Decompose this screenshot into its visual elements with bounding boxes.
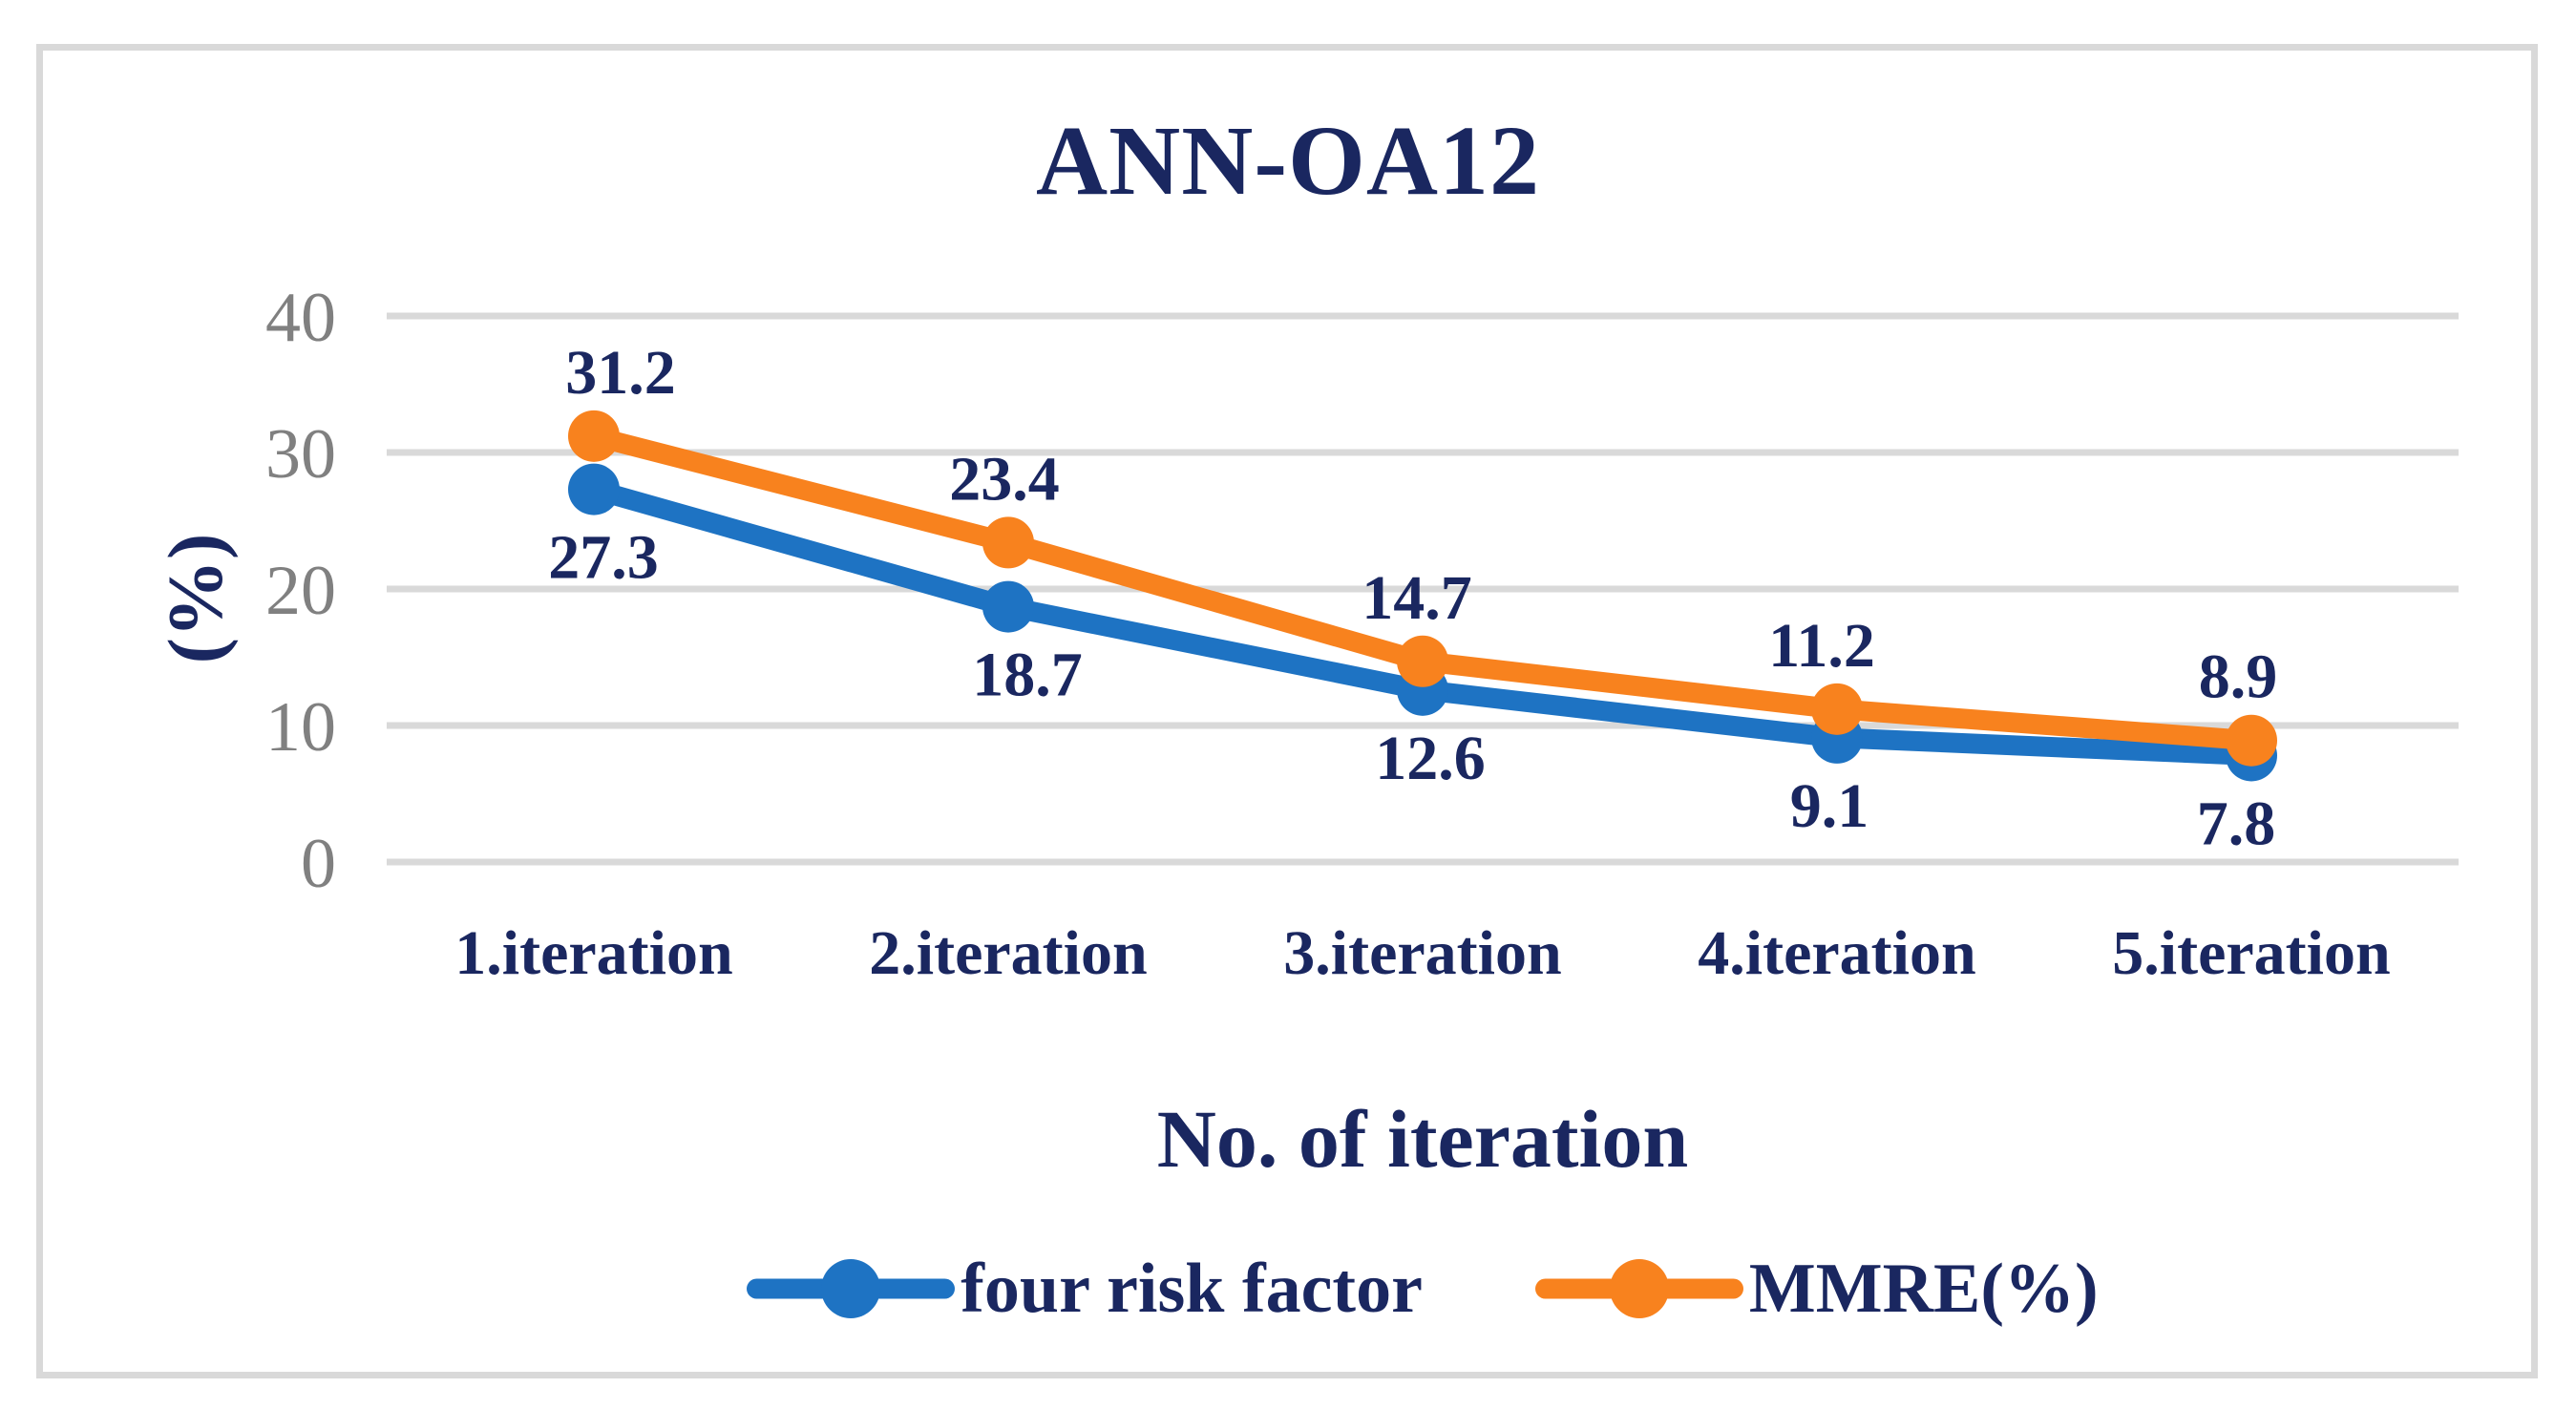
x-axis-title: No. of iteration (1156, 1093, 1689, 1185)
y-tick-label: 20 (265, 552, 336, 630)
data-point-marker-1-0 (568, 410, 620, 462)
y-tick-label: 40 (265, 279, 336, 357)
data-point-marker-1-3 (1811, 683, 1863, 735)
x-category-label: 4.iteration (1698, 918, 1975, 988)
legend-label: four risk factor (961, 1250, 1423, 1328)
data-point-marker-1-1 (982, 516, 1034, 569)
data-label: 7.8 (2197, 789, 2276, 858)
chart-title: ANN-OA12 (1036, 106, 1540, 216)
legend-item-four-risk-factor: four risk factor (747, 1249, 1423, 1329)
y-tick-label: 10 (265, 688, 336, 767)
x-category-label: 5.iteration (2112, 918, 2390, 988)
legend-line-marker-icon (1534, 1259, 1743, 1318)
data-label: 9.1 (1790, 771, 1869, 841)
x-category-label: 1.iteration (454, 918, 732, 988)
data-label: 12.6 (1375, 724, 1486, 793)
x-category-label: 3.iteration (1283, 918, 1561, 988)
data-point-marker-1-4 (2226, 714, 2277, 767)
data-label: 14.7 (1362, 563, 1472, 633)
y-axis-title: (%) (152, 533, 239, 664)
data-point-marker-0-1 (982, 580, 1034, 633)
legend-line-marker-icon (747, 1259, 956, 1318)
y-tick-label: 30 (265, 415, 336, 494)
data-label: 8.9 (2199, 642, 2278, 712)
legend-item-mmre: MMRE(%) (1534, 1249, 2099, 1329)
legend-label: MMRE(%) (1748, 1250, 2099, 1328)
legend: four risk factor MMRE(%) (387, 1247, 2459, 1331)
y-tick-label: 0 (301, 825, 336, 903)
data-point-marker-1-2 (1397, 635, 1448, 687)
x-category-label: 2.iteration (869, 918, 1147, 988)
data-label: 11.2 (1768, 611, 1875, 681)
chart-frame-border (36, 44, 2538, 1378)
data-point-marker-0-0 (568, 463, 620, 515)
data-label: 23.4 (949, 444, 1060, 514)
data-label: 31.2 (565, 338, 676, 408)
data-label: 18.7 (972, 641, 1083, 710)
data-label: 27.3 (548, 523, 659, 593)
